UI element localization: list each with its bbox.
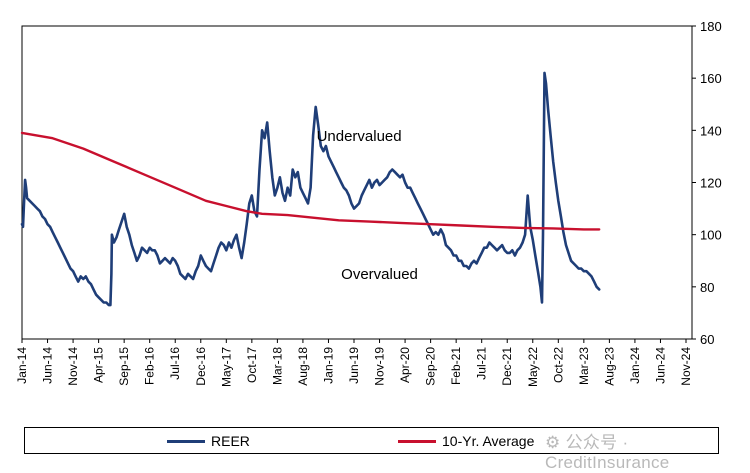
x-tick-label: Jul-21 (475, 347, 489, 380)
legend: REER 10-Yr. Average (24, 427, 719, 454)
x-tick-label: Oct-17 (245, 347, 259, 383)
y-tick-label: 100 (700, 228, 722, 243)
x-tick-label: Jul-16 (168, 347, 182, 380)
x-tick-label: Feb-21 (449, 347, 463, 385)
x-tick-label: Aug-18 (296, 347, 310, 386)
series-line-10yr-average (20, 131, 601, 231)
x-tick-label: May-17 (219, 347, 233, 387)
x-tick-label: Dec-21 (500, 347, 514, 386)
y-tick-label: 160 (700, 71, 722, 86)
series-layer (20, 71, 601, 307)
legend-label-reer: REER (211, 433, 250, 449)
x-tick-label: Aug-23 (602, 347, 616, 386)
x-tick-label: Apr-20 (398, 347, 412, 383)
legend-label-average: 10-Yr. Average (442, 433, 535, 449)
x-tick-label: Jan-19 (321, 347, 335, 384)
y-tick-label: 80 (700, 280, 714, 295)
x-tick-label: Mar-18 (270, 347, 284, 385)
legend-item-average: 10-Yr. Average (398, 433, 534, 449)
y-tick-label: 180 (700, 19, 722, 34)
x-tick-label: Feb-16 (143, 347, 157, 385)
x-tick-label: Sep-20 (424, 347, 438, 386)
legend-swatch-reer (167, 439, 205, 443)
x-tick-label: May-22 (526, 347, 540, 387)
y-tick-label: 120 (700, 176, 722, 191)
x-tick-label: Jun-19 (347, 347, 361, 384)
legend-item-reer: REER (167, 433, 250, 449)
y-axis: 60 80 100 120 140 160 180 (692, 19, 722, 347)
x-tick-label: Jan-14 (15, 347, 29, 384)
x-tick-label: Apr-15 (92, 347, 106, 383)
x-axis: Jan-14 Jun-14 Nov-14 Apr-15 Sep-15 Feb-16 Jul-… (15, 339, 693, 387)
y-tick-label: 140 (700, 123, 722, 138)
legend-swatch-average (398, 439, 436, 443)
x-tick-label: Jun-14 (41, 347, 55, 384)
x-tick-label: Nov-24 (679, 347, 693, 386)
x-tick-label: Dec-16 (194, 347, 208, 386)
x-tick-label: Mar-23 (577, 347, 591, 385)
x-tick-label: Oct-22 (551, 347, 565, 383)
watermark: ⚙ 公众号 · CreditInsurance (545, 433, 670, 472)
annotation-overvalued: Overvalued (341, 266, 418, 283)
series-line-reer (20, 71, 601, 307)
x-tick-label: Jun-24 (653, 347, 667, 384)
chart-svg: 60 80 100 120 140 160 180 Jan-14 Jun-14 Nov-14 Ap… (15, 19, 722, 387)
x-tick-label: Jan-24 (628, 347, 642, 384)
x-tick-label: Nov-14 (66, 347, 80, 386)
plot-area-frame (21, 25, 693, 340)
y-tick-label: 60 (700, 332, 714, 347)
x-tick-label: Nov-19 (373, 347, 387, 386)
annotation-layer: Undervalued Overvalued (317, 128, 418, 283)
annotation-undervalued: Undervalued (317, 128, 402, 145)
x-tick-label: Sep-15 (117, 347, 131, 386)
